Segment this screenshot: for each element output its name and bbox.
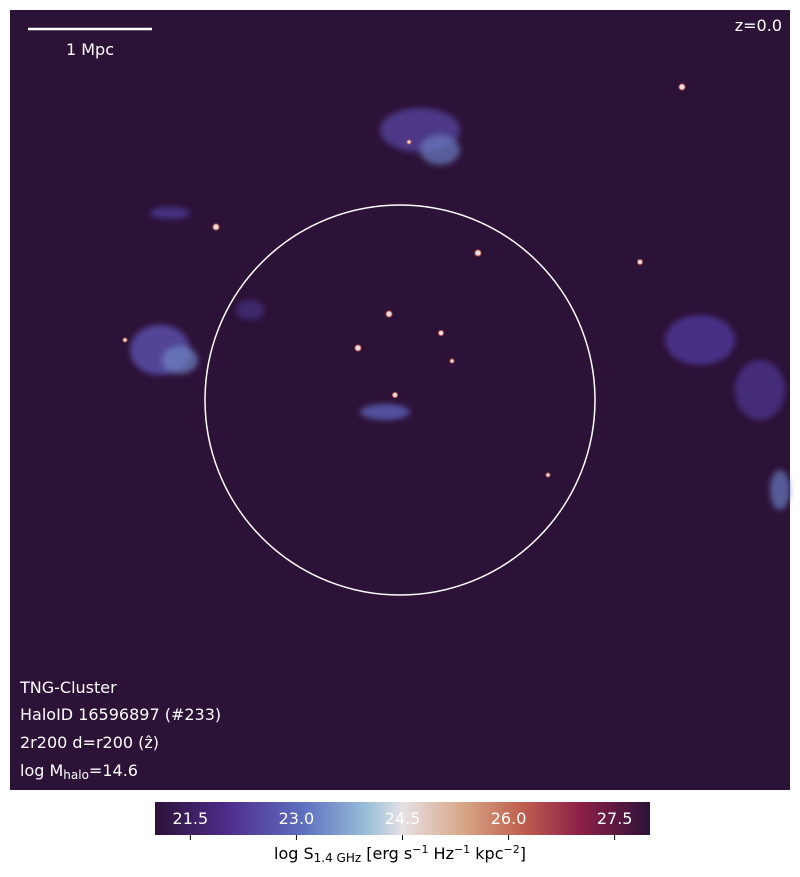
colorbar-label: log S1.4 GHz [erg s−1 Hz−1 kpc−2] <box>274 843 526 865</box>
info-text: HaloID 16596897 (#233) <box>20 705 221 724</box>
info-text: halo <box>63 768 89 782</box>
label-part: −1 <box>412 843 428 856</box>
emission-blobs <box>130 108 790 510</box>
colorbar-tick-label: 24.5 <box>385 809 421 828</box>
label-part: kpc <box>470 844 503 863</box>
label-part: [erg s <box>361 844 412 863</box>
label-part: −2 <box>504 843 520 856</box>
info-text: 2r200 d=r200 (ẑ) <box>20 733 159 752</box>
scale-bar-label: 1 Mpc <box>66 40 114 59</box>
r200-circle <box>204 204 596 596</box>
info-text: log Mhalo=14.6 <box>20 761 138 782</box>
colorbar-tick-label: 27.5 <box>597 809 633 828</box>
colorbar-tick-label: 26.0 <box>491 809 527 828</box>
label-part: log S <box>274 844 314 863</box>
info-text: TNG-Cluster <box>19 678 117 697</box>
colorbar-tick-label: 23.0 <box>279 809 315 828</box>
redshift-label: z=0.0 <box>735 16 782 35</box>
label-part: −1 <box>454 843 470 856</box>
info-text: =14.6 <box>89 761 138 780</box>
label-part: 1.4 GHz <box>314 851 362 865</box>
label-part: ] <box>520 844 526 863</box>
colorbar-tick-label: 21.5 <box>173 809 209 828</box>
label-part: Hz <box>428 844 454 863</box>
colorbar-ticks: 21.5 23.0 24.5 26.0 27.5 <box>173 809 633 840</box>
point-sources <box>122 83 686 478</box>
colorbar <box>155 802 650 835</box>
info-text: log M <box>20 761 63 780</box>
